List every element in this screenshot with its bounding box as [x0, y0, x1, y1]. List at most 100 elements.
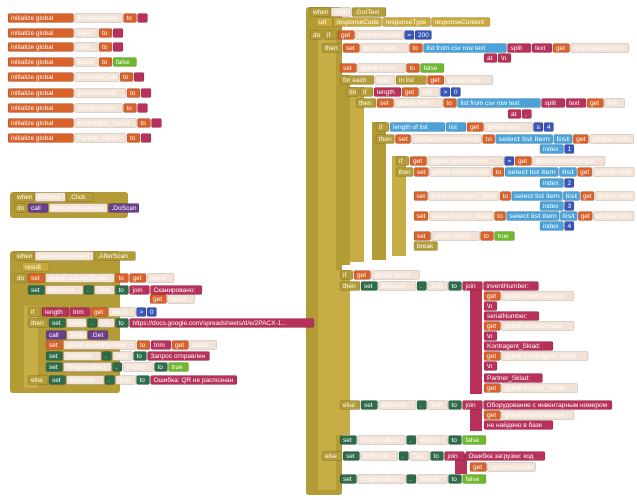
block-chip [122, 362, 154, 372]
block-label: serialNumber: [487, 313, 528, 320]
block-label: scannedCode [78, 74, 118, 81]
block-chip [74, 72, 120, 82]
block-label: initialize global [11, 105, 54, 112]
block-label: \n [501, 55, 507, 62]
block-label: else [325, 453, 337, 460]
block-chip [104, 375, 115, 385]
block-chip [416, 400, 427, 410]
block-label: to [452, 437, 458, 444]
block-label: . [91, 320, 93, 327]
block-chip [345, 87, 360, 97]
block-label: currentInvent [78, 90, 116, 97]
block-chip [413, 191, 428, 201]
block-label: Ошибка загрузки: код [469, 452, 534, 460]
block-chip [533, 122, 544, 132]
block-chip [580, 191, 595, 201]
block-label: Web1 [70, 320, 87, 327]
block-chip [553, 134, 573, 144]
block-chip [511, 191, 563, 201]
block-chip [13, 251, 35, 261]
block-label: set [31, 275, 40, 282]
block-label: set [346, 453, 355, 460]
block-label: for each [343, 77, 367, 84]
block-label: 200 [418, 32, 429, 39]
block-chip [504, 156, 515, 166]
block-chip [45, 340, 63, 350]
block-label: Partner_Sklad: [487, 375, 530, 382]
block-chip [521, 109, 532, 119]
block-chip [448, 435, 462, 445]
block-label: Visible [126, 364, 145, 371]
block-chip [572, 134, 589, 144]
block-chip [484, 122, 533, 132]
block-label: then [325, 45, 338, 52]
block-chip [108, 307, 136, 317]
block-label: initialize global [11, 44, 54, 51]
block-label: at [511, 111, 517, 118]
block-chip [416, 435, 448, 445]
block-label: get [487, 385, 496, 392]
block-label: select list item [498, 136, 550, 143]
block-label: = [508, 158, 512, 165]
block-chip [7, 57, 74, 67]
block-label: get [518, 158, 527, 165]
block-label: global scannedCode [49, 275, 109, 282]
block-chip [483, 351, 501, 361]
block-label: initialize global [11, 59, 54, 66]
block-label: list [557, 136, 570, 143]
block-chip [27, 307, 42, 317]
block-label: text [569, 100, 580, 107]
block-chip [27, 203, 49, 213]
block-label: to [119, 275, 125, 282]
block-label: set [49, 353, 58, 360]
block-chip [147, 351, 210, 361]
block-chip [66, 375, 105, 385]
block-chip [63, 340, 137, 350]
block-chip [564, 144, 575, 154]
block-label: Text [116, 353, 128, 360]
block-chip [101, 351, 112, 361]
block-label: to [119, 287, 125, 294]
block-chip [27, 273, 45, 283]
block-label: length of list [393, 124, 428, 131]
block-label: . [87, 287, 89, 294]
block-label: get [487, 412, 496, 419]
block-label: global cells [595, 169, 632, 176]
block-chip [171, 340, 189, 350]
block-chip [483, 400, 613, 410]
block-label: lines [78, 30, 92, 37]
block-chip [74, 133, 127, 143]
block-label: result [171, 296, 187, 303]
block-label: trim [73, 309, 84, 316]
block-chip [150, 375, 238, 385]
block-chip [137, 13, 148, 23]
block-label: get [133, 275, 142, 282]
block-chip [108, 203, 140, 213]
block-label: initialize global [11, 90, 54, 97]
block-chip [136, 375, 150, 385]
block-chip [339, 435, 357, 445]
block-label: trim [154, 342, 165, 349]
block-label: \n [487, 363, 493, 370]
block-label: 0 [454, 89, 458, 96]
block-label: Text [431, 283, 443, 290]
block-label: Text [413, 453, 425, 460]
block-label: to [130, 135, 136, 142]
block-chip [150, 340, 172, 350]
block-chip [371, 270, 420, 280]
block-chip [119, 72, 134, 82]
block-chip [126, 88, 141, 98]
block-chip [360, 451, 399, 461]
block-chip [97, 318, 115, 328]
block-chip [342, 43, 360, 53]
block-label: 0 [150, 309, 154, 316]
block-chip [531, 43, 553, 53]
block-label: inventNumber [78, 15, 119, 22]
block-label: break [417, 243, 434, 250]
block-label: to [410, 65, 416, 72]
block-chip [395, 156, 410, 166]
block-chip [34, 251, 94, 261]
block-chip [376, 98, 394, 108]
block-label: then [399, 169, 411, 176]
block-chip [507, 43, 532, 53]
